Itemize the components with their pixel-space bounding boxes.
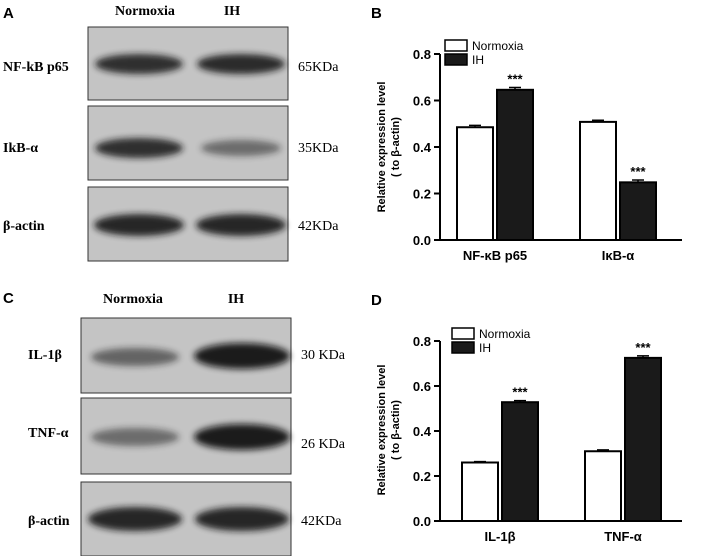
blot-label: β-actin bbox=[28, 514, 70, 529]
protein-band bbox=[197, 54, 285, 74]
x-tick-label: IκB-α bbox=[602, 248, 635, 263]
legend-label: IH bbox=[472, 53, 484, 67]
protein-band bbox=[91, 428, 179, 446]
y-axis-label-line: ( to β-actin) bbox=[390, 117, 402, 177]
y-tick-label: 0.2 bbox=[413, 187, 431, 202]
panel-a: A Normoxia IH NF-kB p65 65KDa IkB-α 35KD… bbox=[3, 4, 339, 262]
bar-ih bbox=[496, 88, 534, 242]
legend-label: Normoxia bbox=[479, 327, 531, 341]
protein-band bbox=[196, 214, 286, 236]
blot-row-actin-a: β-actin 42KDa bbox=[3, 186, 339, 262]
molecular-weight: 26 KDa bbox=[301, 437, 346, 452]
blot-row-ikb: IkB-α 35KDa bbox=[3, 105, 339, 181]
panel-letter-a: A bbox=[3, 5, 14, 22]
blot-row-il1b: IL-1β 30 KDa bbox=[28, 317, 346, 394]
y-tick-label: 0.0 bbox=[413, 233, 431, 248]
protein-band bbox=[201, 140, 281, 156]
blot-label: NF-kB p65 bbox=[3, 60, 69, 75]
molecular-weight: 35KDa bbox=[298, 141, 339, 156]
blot-row-tnfa: TNF-α 26 KDa bbox=[28, 397, 346, 475]
blot-label: IL-1β bbox=[28, 348, 62, 363]
protein-band bbox=[91, 348, 179, 366]
panel-letter-c: C bbox=[3, 290, 14, 307]
bar-normoxia bbox=[456, 126, 494, 241]
legend-swatch bbox=[451, 341, 475, 354]
protein-band bbox=[195, 507, 289, 531]
molecular-weight: 42KDa bbox=[301, 514, 342, 529]
significance-marker: *** bbox=[635, 340, 651, 355]
bar-ih bbox=[501, 401, 539, 523]
condition-label-ih: IH bbox=[228, 292, 244, 307]
panel-letter-b: B bbox=[371, 5, 382, 22]
significance-marker: *** bbox=[512, 385, 528, 400]
y-tick-label: 0.2 bbox=[413, 469, 431, 484]
blot-label: β-actin bbox=[3, 219, 45, 234]
bar-chart-b: B 0.0 0.2 0.4 0.6 0.8 Relative expression lev… bbox=[371, 5, 682, 263]
blot-label: TNF-α bbox=[28, 426, 69, 441]
x-tick-label: IL-1β bbox=[484, 529, 515, 544]
condition-label-normoxia: Normoxia bbox=[103, 292, 163, 307]
significance-marker: *** bbox=[507, 71, 523, 86]
x-tick-label: TNF-α bbox=[604, 529, 642, 544]
blot-row-nfkb: NF-kB p65 65KDa bbox=[3, 26, 339, 101]
blot-row-actin-c: β-actin 42KDa bbox=[28, 481, 342, 556]
x-tick-label: NF-κB p65 bbox=[463, 248, 527, 263]
y-tick-label: 0.4 bbox=[413, 140, 432, 155]
legend-label: IH bbox=[479, 341, 491, 355]
molecular-weight: 42KDa bbox=[298, 219, 339, 234]
y-tick-label: 0.8 bbox=[413, 334, 431, 349]
bar-ih bbox=[619, 181, 657, 241]
condition-label-ih: IH bbox=[224, 4, 240, 19]
protein-band bbox=[194, 424, 290, 450]
legend-swatch bbox=[444, 39, 468, 52]
legend-label: Normoxia bbox=[472, 39, 524, 53]
y-axis-label-line: Relative expression level bbox=[376, 365, 388, 496]
y-tick-label: 0.6 bbox=[413, 379, 431, 394]
significance-marker: *** bbox=[630, 164, 646, 179]
y-axis-label: Relative expression level( to β-actin) bbox=[376, 82, 402, 213]
panel-letter-d: D bbox=[371, 292, 382, 309]
protein-band bbox=[95, 138, 183, 158]
condition-label-normoxia: Normoxia bbox=[115, 4, 175, 19]
bar-chart-d: D 0.0 0.2 0.4 0.6 0.8 Relative expression lev… bbox=[371, 292, 682, 544]
y-axis-label: Relative expression level( to β-actin) bbox=[376, 365, 402, 496]
molecular-weight: 65KDa bbox=[298, 60, 339, 75]
blot-label: IkB-α bbox=[3, 141, 38, 156]
protein-band bbox=[194, 343, 290, 369]
y-axis-label-line: ( to β-actin) bbox=[390, 400, 402, 460]
y-axis-label-line: Relative expression level bbox=[376, 82, 388, 213]
protein-band bbox=[95, 54, 183, 74]
legend-swatch bbox=[444, 53, 468, 66]
protein-band bbox=[94, 214, 184, 236]
y-tick-label: 0.8 bbox=[413, 47, 431, 62]
y-tick-label: 0.6 bbox=[413, 94, 431, 109]
panel-c: C Normoxia IH IL-1β 30 KDa TNF-α 26 KDa … bbox=[3, 290, 346, 556]
y-tick-label: 0.0 bbox=[413, 514, 431, 529]
y-tick-label: 0.4 bbox=[413, 424, 432, 439]
bar-ih bbox=[624, 356, 662, 522]
molecular-weight: 30 KDa bbox=[301, 348, 346, 363]
bar-normoxia bbox=[584, 450, 622, 522]
bar-normoxia bbox=[461, 461, 499, 522]
bar-normoxia bbox=[579, 120, 617, 241]
protein-band bbox=[88, 507, 182, 531]
legend-swatch bbox=[451, 327, 475, 340]
